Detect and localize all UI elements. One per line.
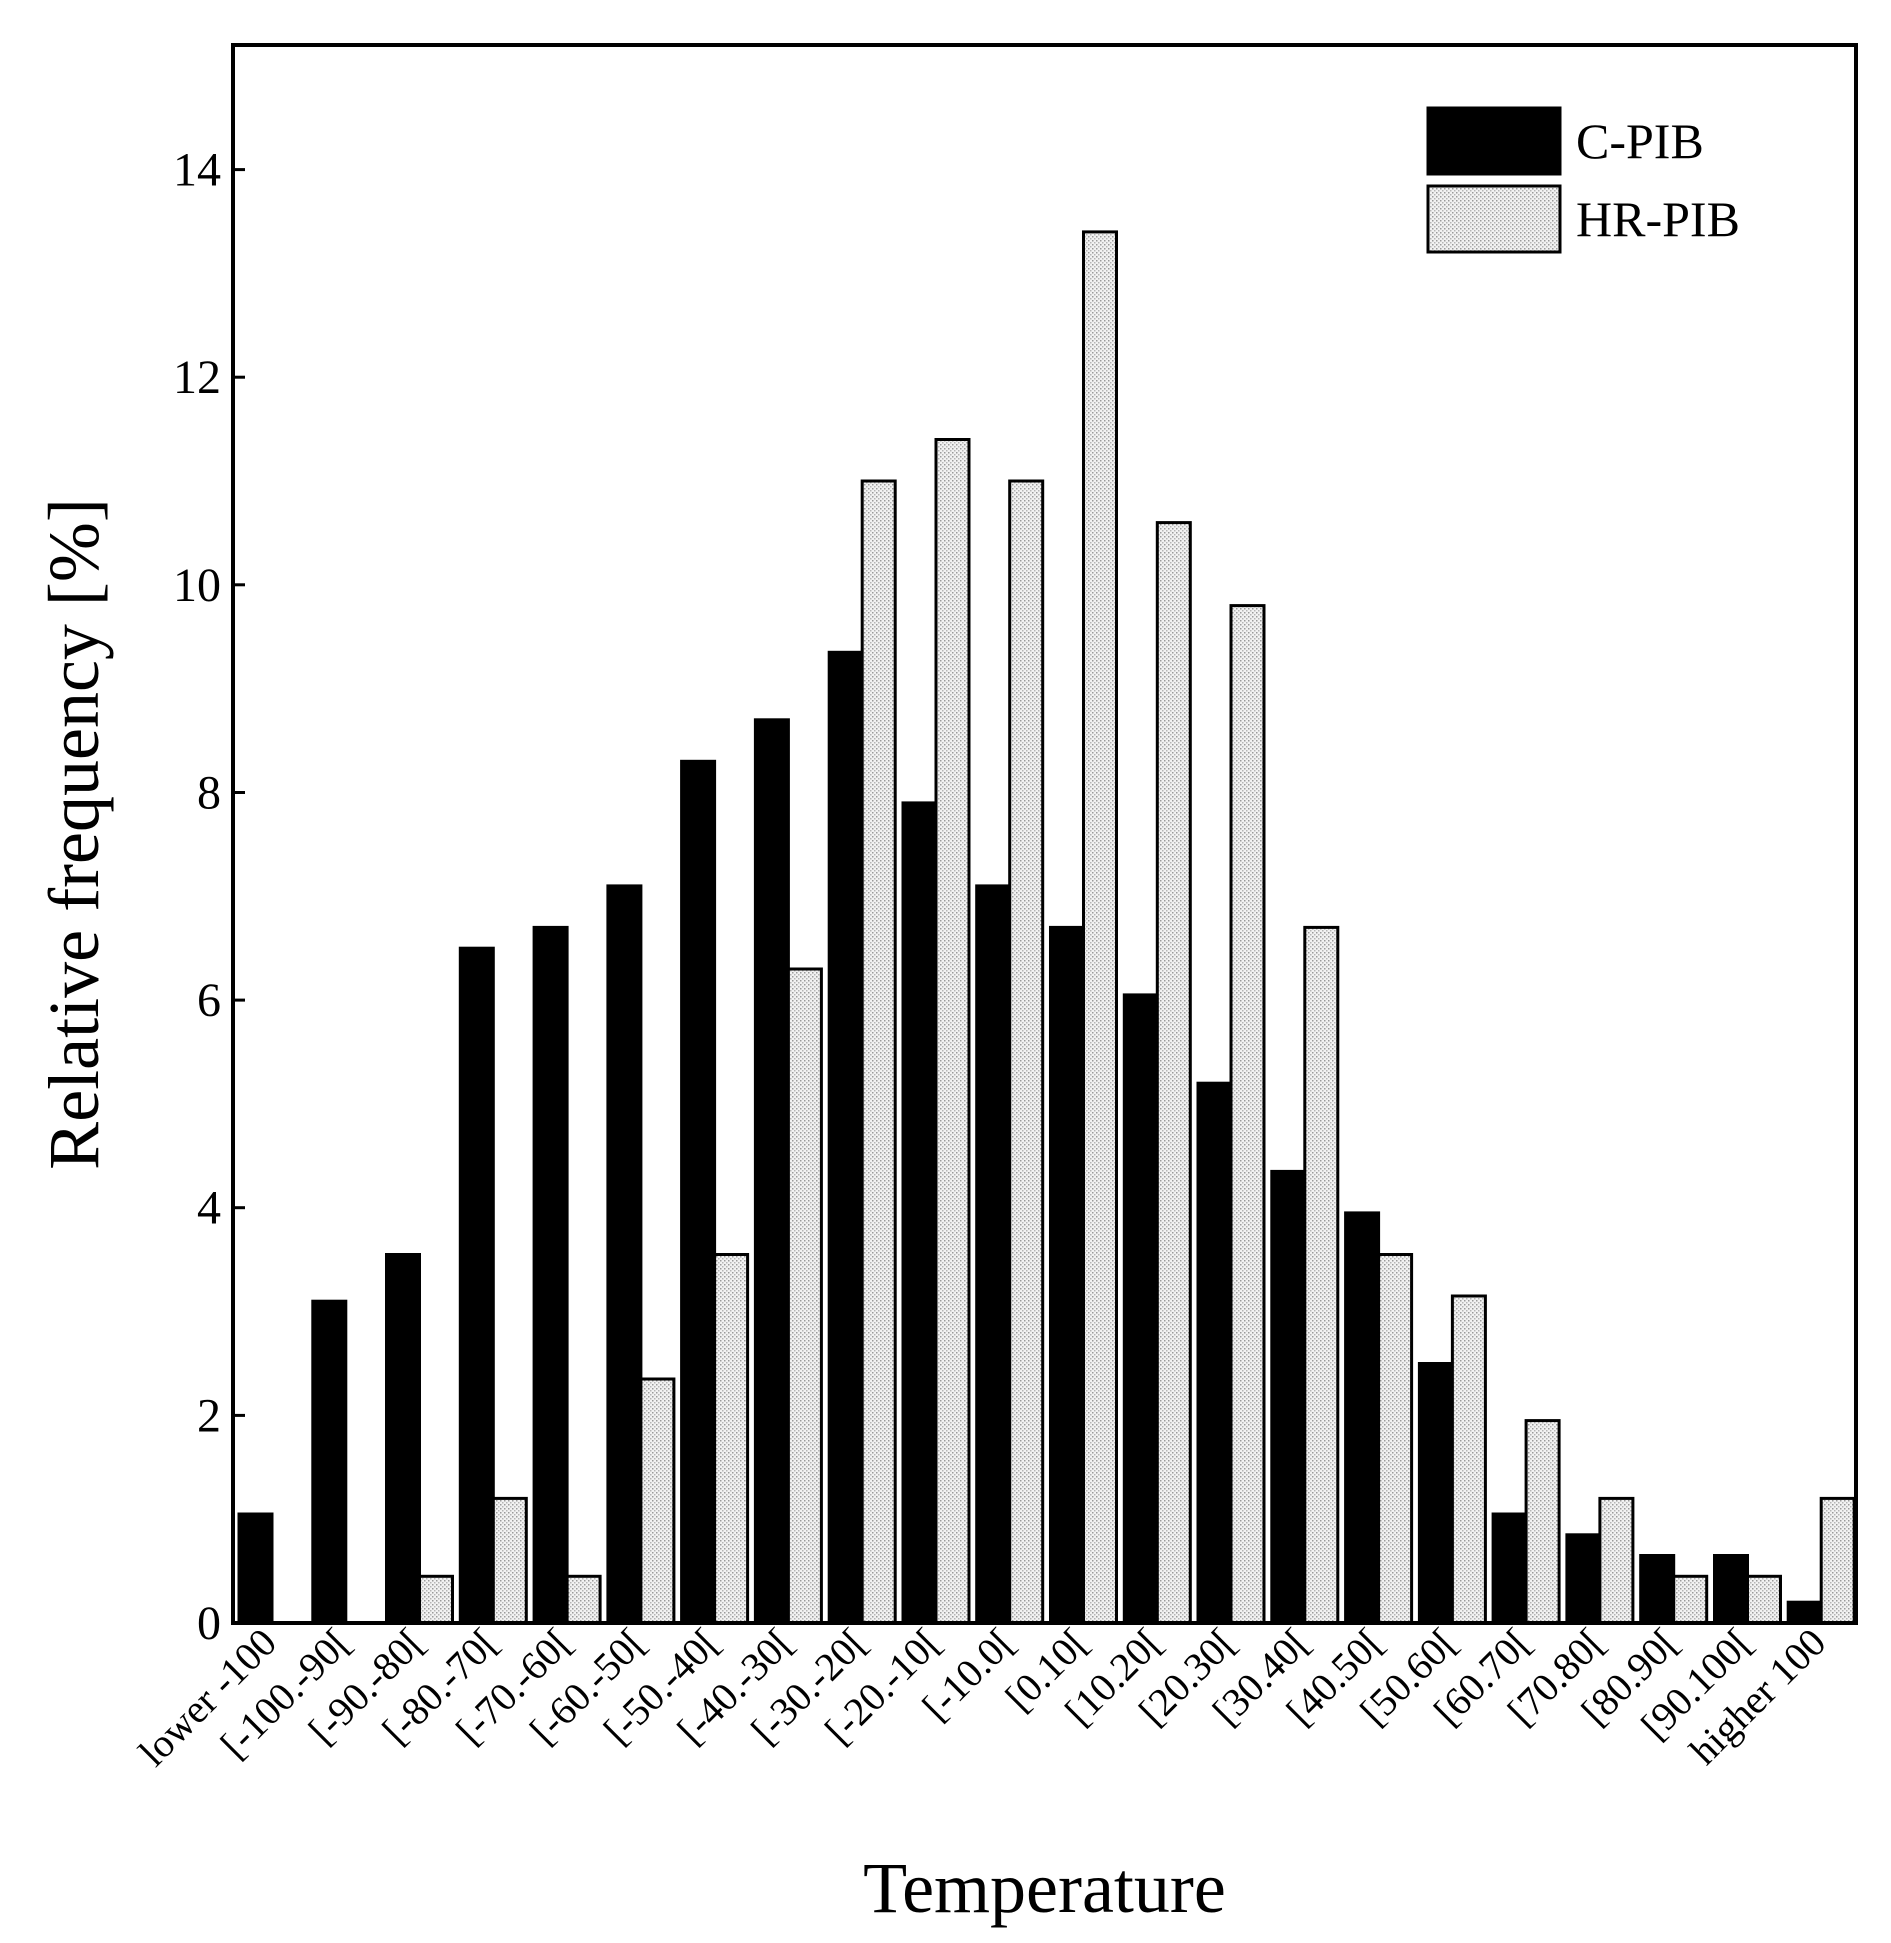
y-tick-label: 2: [197, 1389, 221, 1442]
y-tick-label: 4: [197, 1182, 221, 1235]
bar-hr-pib-20: [1746, 1574, 1782, 1625]
bar-c-pib-14: [1270, 1169, 1307, 1625]
bar-hr-pib-13: [1229, 604, 1266, 1625]
bar-hr-pib-14: [1303, 925, 1340, 1625]
y-tick-label: 12: [173, 351, 221, 404]
y-tick-label: 6: [197, 974, 221, 1027]
bar-c-pib-2: [385, 1253, 421, 1625]
legend-label-hr-pib: HR-PIB: [1576, 191, 1740, 247]
bar-c-pib-5: [606, 884, 643, 1625]
bar-hr-pib-10: [1008, 479, 1045, 1625]
bar-c-pib-17: [1491, 1512, 1528, 1625]
bar-hr-pib-6: [713, 1253, 750, 1625]
bar-hr-pib-8: [860, 479, 897, 1625]
bar-c-pib-0: [237, 1512, 274, 1625]
bar-c-pib-3: [458, 946, 495, 1625]
bar-c-pib-21: [1786, 1600, 1823, 1625]
y-axis-title: Relative frequency [%]: [34, 498, 114, 1170]
bar-c-pib-6: [680, 759, 717, 1625]
bar-hr-pib-5: [639, 1377, 676, 1625]
bar-c-pib-18: [1565, 1533, 1602, 1625]
bar-c-pib-12: [1122, 993, 1159, 1625]
bar-c-pib-19: [1639, 1554, 1676, 1625]
y-tick-label: 14: [173, 144, 221, 197]
bar-c-pib-13: [1196, 1081, 1233, 1625]
legend-swatch-hr-pib: [1426, 184, 1562, 254]
x-axis-title: Temperature: [863, 1848, 1226, 1928]
bar-c-pib-11: [1049, 925, 1085, 1625]
legend-swatch-c-pib: [1426, 106, 1562, 176]
bar-c-pib-8: [827, 650, 864, 1625]
y-tick-label: 0: [197, 1597, 221, 1650]
legend: C-PIB HR-PIB: [1426, 106, 1740, 254]
bar-hr-pib-19: [1672, 1574, 1709, 1625]
bar-c-pib-15: [1344, 1211, 1381, 1625]
bar-hr-pib-11: [1082, 230, 1118, 1625]
legend-label-c-pib: C-PIB: [1576, 113, 1704, 169]
bar-hr-pib-4: [565, 1574, 602, 1625]
bar-hr-pib-7: [786, 967, 823, 1625]
bar-hr-pib-3: [491, 1496, 528, 1625]
bar-c-pib-20: [1713, 1554, 1749, 1625]
bar-hr-pib-9: [934, 438, 971, 1625]
bar-c-pib-9: [901, 801, 938, 1625]
bar-c-pib-7: [753, 718, 790, 1625]
bar-hr-pib-16: [1450, 1294, 1487, 1625]
bar-c-pib-16: [1417, 1362, 1454, 1625]
bar-c-pib-1: [311, 1299, 348, 1625]
plot-frame: [231, 43, 1858, 1625]
bar-hr-pib-18: [1598, 1496, 1635, 1625]
bar-hr-pib-17: [1524, 1419, 1561, 1625]
bar-hr-pib-2: [418, 1574, 454, 1625]
bars-layer: [237, 230, 1856, 1625]
bar-hr-pib-21: [1819, 1496, 1856, 1625]
y-tick-label: 10: [173, 559, 221, 612]
bar-c-pib-10: [975, 884, 1012, 1625]
bar-c-pib-4: [532, 925, 569, 1625]
bar-hr-pib-12: [1155, 521, 1192, 1625]
y-tick-label: 8: [197, 767, 221, 820]
bar-hr-pib-15: [1377, 1253, 1414, 1625]
axes-layer: [231, 43, 1858, 1625]
